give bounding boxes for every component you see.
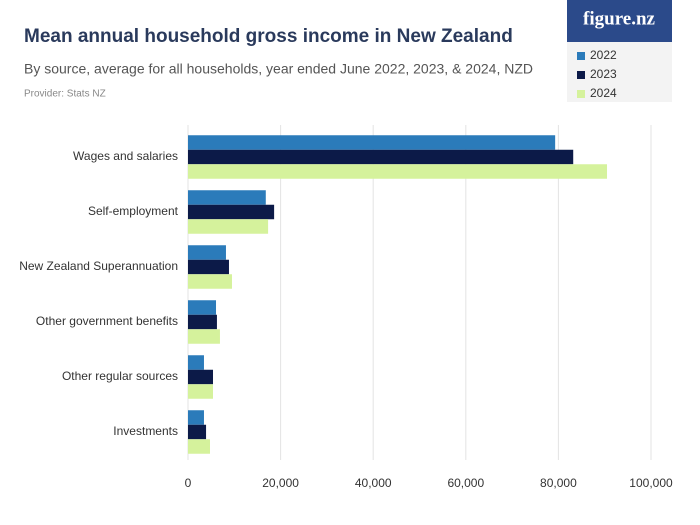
bar (188, 410, 204, 425)
bar (188, 424, 207, 440)
y-tick-label: New Zealand Superannuation (19, 259, 178, 273)
bar (188, 164, 608, 179)
bar (188, 384, 214, 399)
brand-box (567, 0, 672, 42)
legend-label: 2023 (590, 67, 617, 81)
legend-label: 2024 (590, 86, 617, 100)
y-tick-label: Wages and salaries (73, 149, 178, 163)
legend-swatch (577, 52, 585, 60)
chart-title: Mean annual household gross income in Ne… (24, 26, 513, 47)
bar (188, 245, 226, 260)
y-tick-label: Self-employment (88, 204, 179, 218)
x-tick-label: 80,000 (540, 476, 577, 490)
x-tick-label: 100,000 (629, 476, 673, 490)
bar (188, 369, 214, 385)
bar (188, 300, 217, 315)
x-tick-label: 40,000 (355, 476, 392, 490)
x-tick-label: 20,000 (262, 476, 299, 490)
y-tick-label: Other regular sources (62, 369, 178, 383)
bar (188, 355, 204, 370)
bar (188, 219, 269, 234)
bar (188, 329, 220, 344)
bar (188, 204, 275, 220)
provider: Provider: Stats NZ (24, 89, 106, 100)
x-tick-label: 0 (185, 476, 192, 490)
bar (188, 274, 232, 289)
bar (188, 314, 217, 330)
y-tick-label: Other government benefits (36, 314, 178, 328)
chart-subtitle: By source, average for all households, y… (24, 61, 533, 77)
legend-swatch (577, 90, 585, 98)
bar (188, 135, 556, 150)
x-tick-label: 60,000 (447, 476, 484, 490)
legend-swatch (577, 71, 585, 79)
y-tick-label: Investments (113, 424, 178, 438)
bar (188, 259, 229, 275)
bar (188, 190, 266, 205)
brand: figure.nz (583, 8, 656, 29)
bar (188, 439, 210, 454)
legend-label: 2022 (590, 48, 617, 62)
bar (188, 149, 574, 165)
